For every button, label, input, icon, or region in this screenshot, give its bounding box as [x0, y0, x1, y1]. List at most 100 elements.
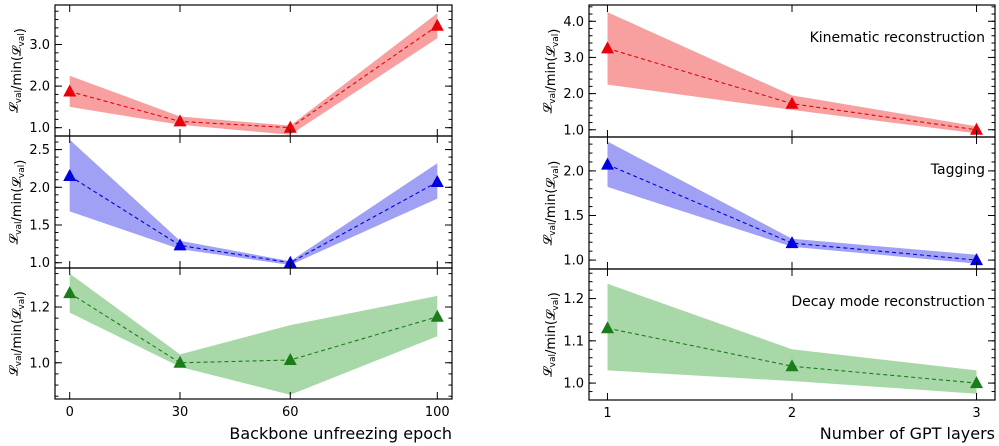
uncertainty-band — [69, 13, 438, 135]
y-label-subscript: val — [551, 166, 561, 179]
x-tick-label: 0 — [66, 405, 74, 420]
y-label-part: /min( — [544, 189, 559, 223]
data-point — [173, 355, 187, 368]
y-axis-label: 𝓛val/min(𝓛val) — [541, 161, 562, 246]
x-tick-label: 3 — [972, 406, 980, 421]
y-tick-label: 2.5 — [29, 143, 50, 158]
panel-annotation: Kinematic reconstruction — [810, 30, 985, 46]
y-tick-label: 1.5 — [563, 209, 584, 224]
uncertainty-band — [69, 273, 438, 395]
y-tick-label: 2.0 — [563, 164, 584, 179]
data-point — [283, 353, 297, 365]
series-line — [607, 164, 977, 261]
y-label-part: ) — [13, 291, 28, 296]
y-axis-label: 𝓛val/min(𝓛val) — [7, 160, 28, 245]
series-line — [69, 25, 438, 129]
y-label-part: 𝓛 — [10, 177, 25, 188]
y-label-subscript: val — [17, 296, 27, 309]
data-point — [283, 120, 297, 133]
y-label-subscript: val — [548, 354, 558, 367]
y-label-part: 𝓛 — [544, 46, 559, 57]
x-tick-label: 2 — [788, 406, 796, 421]
y-label-part: 𝓛 — [541, 102, 556, 113]
data-point — [601, 41, 614, 54]
axes-frame — [54, 4, 453, 137]
data-point — [970, 253, 983, 266]
data-point — [970, 122, 983, 135]
y-tick-label: 4.0 — [563, 15, 584, 30]
y-axis-label: 𝓛val/min(𝓛val) — [541, 292, 562, 377]
data-point — [785, 359, 799, 372]
y-label-part: 𝓛 — [544, 178, 559, 189]
y-tick-label: 1.0 — [29, 356, 50, 371]
series-line — [69, 292, 438, 364]
y-axis-label: 𝓛val/min(𝓛val) — [541, 29, 562, 114]
y-label-part: 𝓛 — [10, 308, 25, 319]
y-label-subscript: val — [548, 91, 558, 104]
y-label-subscript: val — [17, 33, 27, 46]
uncertainty-band — [607, 12, 977, 134]
y-tick-label: 3.0 — [29, 38, 50, 53]
data-point — [785, 96, 799, 109]
y-label-part: /min( — [10, 319, 25, 353]
y-tick-label: 1.0 — [563, 123, 584, 138]
data-point — [63, 169, 77, 181]
uncertainty-band — [69, 139, 438, 265]
x-axis-label: Backbone unfreezing epoch — [229, 424, 452, 443]
y-label-part: ) — [547, 29, 562, 34]
y-label-part: ) — [13, 28, 28, 33]
x-tick-label: 1 — [603, 406, 611, 421]
y-tick-label: 1.0 — [29, 121, 50, 136]
data-point — [601, 157, 614, 170]
x-tick-label: 60 — [282, 405, 299, 420]
y-label-subscript: val — [14, 222, 24, 235]
data-point — [430, 18, 444, 31]
data-point — [63, 84, 77, 97]
y-tick-label: 3.0 — [563, 51, 584, 66]
axes-frame — [588, 136, 996, 270]
y-tick-label: 1.5 — [29, 219, 50, 234]
y-label-part: 𝓛 — [544, 309, 559, 320]
y-label-part: ) — [547, 292, 562, 297]
data-point — [173, 238, 187, 251]
y-tick-label: 1.0 — [563, 377, 584, 392]
x-axis-label: Number of GPT layers — [820, 424, 995, 443]
y-label-part: 𝓛 — [10, 45, 25, 56]
series-line — [69, 175, 438, 264]
y-label-part: 𝓛 — [7, 102, 22, 113]
y-label-part: 𝓛 — [7, 233, 22, 244]
y-label-part: /min( — [10, 188, 25, 222]
series-line — [607, 327, 977, 384]
uncertainty-band — [607, 283, 977, 394]
data-point — [785, 236, 799, 249]
y-tick-label: 2.0 — [29, 181, 50, 196]
y-tick-label: 2.0 — [563, 87, 584, 102]
y-label-part: /min( — [544, 320, 559, 354]
y-label-part: 𝓛 — [541, 234, 556, 245]
y-tick-label: 1.2 — [563, 292, 584, 307]
data-point — [430, 175, 444, 187]
y-label-subscript: val — [551, 297, 561, 310]
y-label-subscript: val — [14, 90, 24, 103]
y-tick-label: 1.1 — [563, 334, 584, 349]
data-point — [601, 321, 614, 334]
y-tick-label: 2.0 — [29, 80, 50, 95]
panel-annotation: Tagging — [930, 162, 985, 178]
y-axis-label: 𝓛val/min(𝓛val) — [7, 28, 28, 113]
y-tick-label: 1.0 — [29, 256, 50, 271]
y-label-part: 𝓛 — [7, 365, 22, 376]
x-tick-label: 100 — [425, 405, 450, 420]
axes-frame — [54, 267, 453, 400]
y-label-subscript: val — [17, 165, 27, 178]
data-point — [970, 376, 983, 389]
y-axis-label: 𝓛val/min(𝓛val) — [7, 291, 28, 376]
data-point — [63, 286, 77, 299]
y-tick-label: 1.2 — [29, 301, 50, 316]
y-label-part: /min( — [10, 56, 25, 90]
y-label-subscript: val — [548, 223, 558, 236]
